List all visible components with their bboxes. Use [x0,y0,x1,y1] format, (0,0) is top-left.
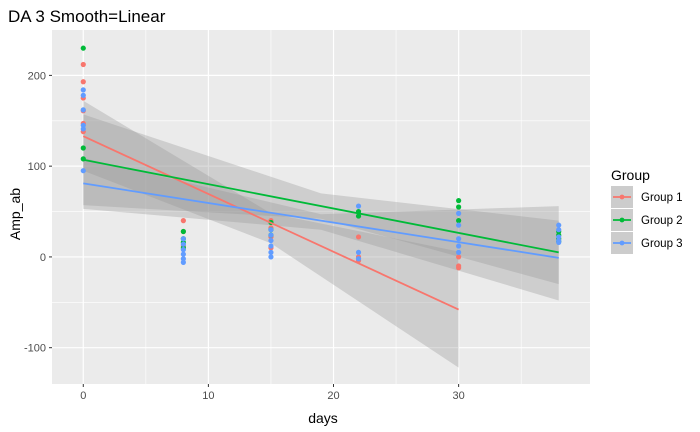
data-point [456,265,462,271]
data-point [355,249,362,255]
legend-label: Group 3 [641,238,683,250]
data-point [355,203,362,209]
data-point [556,239,562,245]
chart-title: DA 3 Smooth=Linear [8,7,166,26]
y-tick-label: 200 [28,70,46,82]
data-point [80,107,86,113]
data-point [180,251,186,257]
legend: Group Group 1 Group 2 Group 3 [611,167,683,254]
data-point [180,236,186,242]
data-point [456,249,462,255]
data-point [456,254,462,260]
x-axis-title: days [308,410,338,426]
data-point [456,236,462,242]
data-point [456,222,462,228]
legend-key-point [619,194,625,200]
data-point [80,61,86,68]
data-point [80,45,86,51]
fit-line [83,158,559,254]
data-point [80,79,86,85]
data-point [556,234,562,240]
data-point [268,232,274,238]
fit-line [83,182,559,259]
plot-area: 0 10 20 30 -100 0 100 200 [24,30,590,402]
data-point [180,256,186,262]
data-point [180,228,186,235]
data-point [180,218,186,224]
x-tick-label: 10 [202,390,214,402]
data-point [180,247,186,253]
x-tick-label: 20 [327,390,339,402]
data-point [268,249,274,255]
legend-key-point [619,240,625,246]
data-point [355,213,362,219]
x-tick-label: 0 [80,390,86,402]
data-point [268,243,274,249]
y-tick-label: -100 [24,343,46,355]
y-axis-title: Amp_ab [7,188,23,240]
data-point [80,87,86,93]
data-point [456,198,462,204]
data-point [80,168,86,174]
data-point [556,222,562,228]
data-point [355,234,362,240]
data-point [456,210,462,216]
data-point [556,227,562,233]
data-point [268,237,274,244]
data-point [456,243,462,249]
confidence-ribbon [83,114,559,285]
y-tick-label: 100 [28,161,46,173]
legend-label: Group 1 [641,192,683,204]
data-point [456,204,462,210]
data-point [456,218,462,224]
legend-title: Group [611,167,650,183]
data-point [268,254,274,260]
data-point [80,122,86,128]
legend-key-point [619,217,625,223]
data-point [180,259,186,265]
data-point [80,145,86,151]
data-point [180,241,186,247]
data-point [80,126,86,132]
data-point [355,256,362,262]
confidence-ribbon [83,157,559,301]
legend-label: Group 2 [641,215,683,227]
data-point [268,227,274,233]
x-tick-label: 30 [453,390,465,402]
data-point [80,92,86,98]
y-tick-label: 0 [40,252,46,264]
fit-line [82,135,460,311]
